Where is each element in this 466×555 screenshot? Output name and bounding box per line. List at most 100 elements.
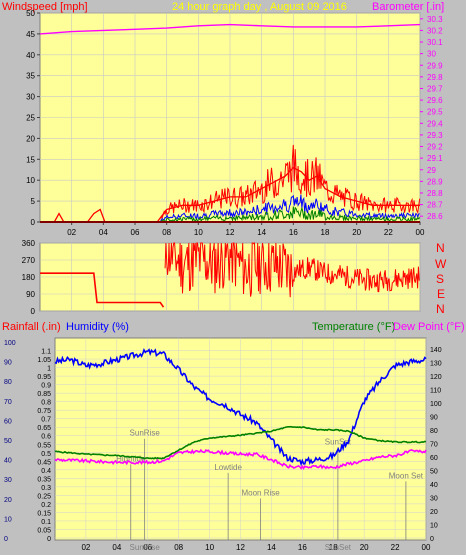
humidity-ytick-label: 50: [4, 438, 12, 445]
humidity-ytick-label: 90: [4, 360, 12, 367]
dewpoint-label: Dew Point (°F): [393, 321, 465, 333]
direction-line-noisy: [164, 242, 420, 298]
wind-ytick-label: 5: [31, 197, 36, 206]
temp-ytick-label: 100: [430, 401, 442, 408]
climate-xtick-label: 08: [174, 543, 183, 552]
temperature-line: [54, 425, 427, 460]
direction-letter-n-bottom: N: [436, 302, 445, 316]
baro-ytick-label: 29.8: [427, 73, 443, 82]
wind-xtick-label: 16: [289, 228, 298, 237]
rain-ytick-label: 0.25: [37, 493, 51, 500]
baro-ytick-label: 28.8: [427, 189, 443, 198]
direction-chart: 0 90 180 270 360: [22, 239, 421, 316]
climate-xtick-label: 12: [236, 543, 245, 552]
temp-ytick-label: 60: [430, 455, 438, 462]
humidity-line: [54, 348, 427, 467]
baro-ytick-label: 29.5: [427, 108, 443, 117]
chart-title: 24 hour graph day , August 09 2016: [172, 1, 347, 13]
temp-ytick-label: 140: [430, 347, 442, 354]
baro-ytick-label: 29.3: [427, 131, 443, 140]
rain-ytick-label: 0.95: [37, 374, 51, 381]
temp-ytick-label: 0: [430, 536, 434, 543]
temp-ytick-label: 120: [430, 374, 442, 381]
wind-ytick-label: 20: [26, 134, 35, 143]
rain-ytick-label: 0.8: [41, 400, 51, 407]
wind-xtick-label: 06: [131, 228, 140, 237]
wind-avg-blue-line: [160, 194, 420, 221]
rain-ytick-label: 0.55: [37, 442, 51, 449]
wind-xtick-label: 02: [67, 228, 76, 237]
temp-ytick-label: 70: [430, 441, 438, 448]
event-label: Hightide: [116, 454, 146, 463]
wind-ytick-label: 15: [26, 155, 35, 164]
climate-xtick-label: 20: [360, 543, 369, 552]
temp-ytick-label: 110: [430, 387, 441, 394]
direction-letter-w: W: [435, 257, 447, 271]
baro-ytick-label: 29.4: [427, 119, 443, 128]
rain-ytick-label: 0.4: [41, 468, 51, 475]
wind-xtick-label: 00: [416, 228, 425, 237]
rain-ytick-label: 0.15: [37, 510, 51, 517]
dir-ytick-label: 0: [31, 307, 36, 316]
wind-xtick-label: 10: [194, 228, 203, 237]
climate-xtick-label: 02: [81, 543, 90, 552]
climate-xtick-label: 18: [329, 543, 338, 552]
humidity-ytick-label: 10: [4, 516, 12, 523]
rain-ytick-label: 1: [47, 366, 51, 373]
barometer-label: Barometer [.in]: [372, 1, 444, 13]
event-label: SunRise: [130, 429, 161, 438]
humidity-ytick-label: 60: [4, 418, 12, 425]
rain-ytick-label: 0.75: [37, 408, 51, 415]
climate-xtick-label: 14: [267, 543, 276, 552]
temp-ytick-label: 90: [430, 414, 438, 421]
rain-ytick-label: 0.35: [37, 476, 51, 483]
climate-xtick-label: 10: [205, 543, 214, 552]
event-label: SunSet: [325, 437, 352, 446]
climate-xtick-label: 04: [112, 543, 121, 552]
humidity-label: Humidity (%): [66, 321, 129, 333]
humidity-ytick-label: 30: [4, 477, 12, 484]
rain-ytick-label: 0.1: [41, 519, 51, 526]
event-label: Moon Rise: [241, 488, 280, 497]
baro-ytick-label: 28.9: [427, 177, 443, 186]
dir-ytick-label: 90: [26, 290, 35, 299]
direction-letter-s: S: [436, 272, 444, 286]
direction-letter-n-top: N: [436, 241, 445, 255]
wind-xtick-label: 22: [384, 228, 393, 237]
humidity-ytick-label: 20: [4, 497, 12, 504]
event-label: Moon Set: [389, 471, 424, 480]
rain-ytick-label: 0.7: [41, 417, 51, 424]
wind-ytick-label: 0: [31, 218, 36, 227]
wind-ytick-label: 35: [26, 72, 35, 81]
baro-ytick-label: 29.7: [427, 84, 443, 93]
rain-ytick-label: 0.2: [41, 502, 51, 509]
humidity-ytick-label: 100: [4, 340, 16, 347]
wind-ytick-label: 40: [26, 51, 35, 60]
humidity-ytick-label: 80: [4, 379, 12, 386]
climate-xtick-label: 22: [391, 543, 400, 552]
baro-ytick-label: 30.1: [427, 38, 443, 47]
rain-ytick-label: 0.85: [37, 391, 51, 398]
wind-ytick-label: 50: [26, 9, 35, 18]
barometer-line: [39, 23, 421, 35]
rain-ytick-label: 1.1: [41, 349, 51, 356]
dir-ytick-label: 180: [22, 273, 36, 282]
dewpoint-line: [54, 448, 427, 470]
rain-ytick-label: 0: [47, 536, 51, 543]
wind-ytick-label: 30: [26, 93, 35, 102]
baro-ytick-label: 28.7: [427, 201, 443, 210]
humidity-ytick-label: 40: [4, 458, 12, 465]
temp-ytick-label: 50: [430, 468, 438, 475]
event-label: Lowtide: [214, 463, 242, 472]
wind-ytick-label: 25: [26, 114, 35, 123]
sunset-axis-label: SunSet: [325, 543, 352, 552]
climate-xtick-label: 00: [422, 543, 431, 552]
windspeed-label: Windspeed [mph]: [2, 1, 88, 13]
rain-ytick-label: 0.9: [41, 383, 51, 390]
wind-chart: 0 5 10 15 20 25 30 35 40 45 50 02 04 06 08 10 12 14 16 18 20…: [26, 9, 443, 237]
temp-ytick-label: 80: [430, 428, 438, 435]
rain-ytick-label: 1.05: [37, 357, 51, 364]
baro-ytick-label: 30: [427, 50, 436, 59]
